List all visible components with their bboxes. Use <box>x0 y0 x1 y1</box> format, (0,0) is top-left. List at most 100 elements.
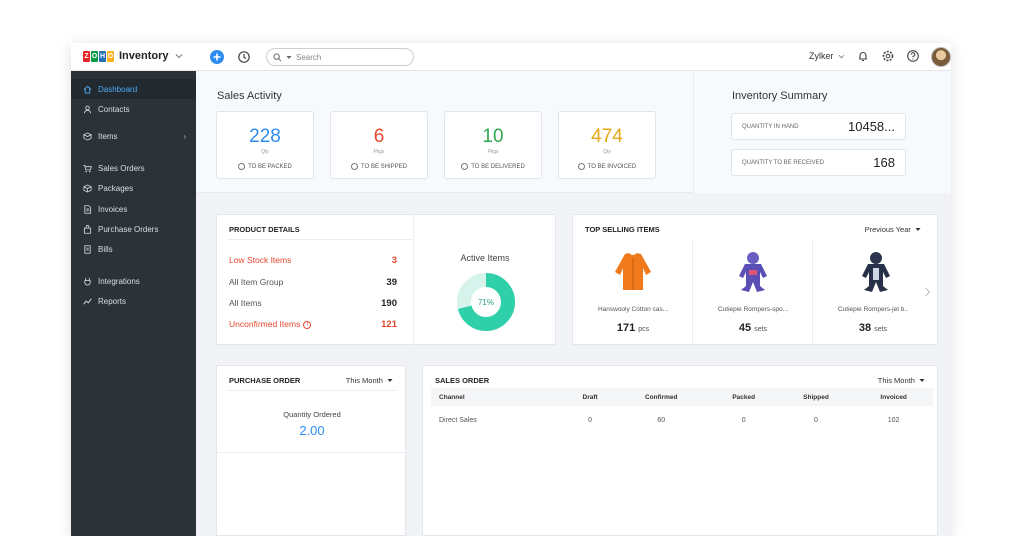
main-content: Sales Activity 228 Qty TO BE PACKED 6 Pk… <box>196 71 951 536</box>
column-header: Confirmed <box>612 388 710 406</box>
history-icon <box>238 51 250 63</box>
all-items-row[interactable]: All Items 190 <box>229 298 397 309</box>
divider <box>217 452 407 453</box>
inventory-summary-title: Inventory Summary <box>732 90 828 102</box>
sidebar-item-purchase-orders[interactable]: Purchase Orders <box>71 219 196 239</box>
sidebar-item-label: Sales Orders <box>98 163 145 173</box>
romper-icon <box>862 252 890 292</box>
sidebar-item-dashboard[interactable]: Dashboard <box>71 79 196 99</box>
activity-card-to-be-invoiced[interactable]: 474 Qty TO BE INVOICED <box>558 111 656 179</box>
column-header: Invoiced <box>854 388 933 406</box>
column-header: Shipped <box>777 388 855 406</box>
sidebar-item-integrations[interactable]: Integrations <box>71 271 196 291</box>
quantity-ordered-value: 2.00 <box>299 423 325 438</box>
period-label: This Month <box>345 376 383 385</box>
unconfirmed-items-row[interactable]: Unconfirmed Items! 121 <box>229 319 397 330</box>
activity-card-to-be-delivered[interactable]: 10 Pkgs TO BE DELIVERED <box>444 111 542 179</box>
top-item-card[interactable]: Hanswooly Cotton cas... 171 pcs <box>573 240 693 344</box>
summary-label: QUANTITY IN HAND <box>742 123 799 130</box>
box-icon <box>83 183 92 193</box>
table-row[interactable]: Direct Sales 0 60 0 0 102 <box>431 406 933 434</box>
donut-percent-label: 71% <box>478 298 494 307</box>
app-switcher[interactable]: Z O H O Inventory <box>83 50 183 62</box>
top-selling-items-panel: TOP SELLING ITEMS Previous Year Hanswool… <box>572 214 938 345</box>
home-icon <box>83 85 92 94</box>
column-header: Packed <box>709 388 778 406</box>
summary-value: 168 <box>873 155 895 170</box>
activity-value: 228 <box>249 126 281 147</box>
organization-name: Zylker <box>809 51 834 61</box>
recent-history-button[interactable] <box>237 50 251 64</box>
sidebar-item-bills[interactable]: Bills <box>71 239 196 259</box>
top-item-card[interactable]: Cutiepie Rompers-jet b.. 38 sets <box>813 240 939 344</box>
item-unit: pcs <box>638 326 650 333</box>
cart-icon <box>83 164 92 172</box>
row-label: All Item Group <box>229 277 284 287</box>
search-box[interactable] <box>266 48 414 66</box>
chevron-right-icon: › <box>183 131 186 141</box>
sidebar-item-label: Reports <box>98 296 127 306</box>
caret-down-icon <box>919 379 925 382</box>
help-button[interactable] <box>906 49 920 63</box>
item-name: Cutiepie Rompers-jet b.. <box>837 306 909 313</box>
activity-label: TO BE INVOICED <box>587 163 637 170</box>
product-details-panel: PRODUCT DETAILS Low Stock Items 3 All It… <box>216 214 556 346</box>
purchase-order-panel: PURCHASE ORDER This Month Quantity Order… <box>216 365 407 536</box>
table-cell: Direct Sales <box>439 416 477 424</box>
table-header-row: Channel Draft Confirmed Packed Shipped I… <box>431 388 933 406</box>
activity-card-to-be-packed[interactable]: 228 Qty TO BE PACKED <box>216 111 314 179</box>
avatar[interactable] <box>931 47 951 67</box>
sidebar-item-reports[interactable]: Reports <box>71 291 196 311</box>
inventory-summary-section: Inventory Summary QUANTITY IN HAND 10458… <box>693 71 951 193</box>
activity-label: TO BE SHIPPED <box>361 163 407 170</box>
period-dropdown[interactable]: This Month <box>346 376 393 385</box>
search-filter-caret-icon[interactable] <box>286 55 292 60</box>
person-icon <box>83 105 92 113</box>
period-label: Previous Year <box>864 225 911 234</box>
sidebar-item-contacts[interactable]: Contacts <box>71 99 196 119</box>
donut-arc <box>457 273 515 331</box>
chart-icon <box>83 298 92 304</box>
column-header: Channel <box>431 388 568 406</box>
period-dropdown[interactable]: This Month <box>878 376 925 385</box>
sidebar: Dashboard Contacts Items › Sales Orders … <box>71 71 196 536</box>
product-details-title: PRODUCT DETAILS <box>229 225 300 234</box>
app-window: Z O H O Inventory Zylker <box>71 43 951 536</box>
chevron-down-icon <box>175 54 182 59</box>
doc-icon <box>84 204 92 214</box>
low-stock-items-row[interactable]: Low Stock Items 3 <box>229 255 397 266</box>
sidebar-item-invoices[interactable]: Invoices <box>71 199 196 219</box>
sales-activity-title: Sales Activity <box>217 90 282 102</box>
organization-switcher[interactable]: Zylker <box>809 51 845 61</box>
activity-card-to-be-shipped[interactable]: 6 Pkgs TO BE SHIPPED <box>330 111 428 179</box>
active-items-donut-chart: 71% <box>457 273 515 331</box>
activity-value: 474 <box>591 126 623 147</box>
quick-create-button[interactable] <box>210 50 224 64</box>
sidebar-item-items[interactable]: Items › <box>71 126 196 146</box>
activity-unit: Qty <box>261 149 269 155</box>
top-bar: Z O H O Inventory Zylker <box>71 43 951 71</box>
sales-order-title: SALES ORDER <box>435 376 490 385</box>
divider <box>227 390 397 391</box>
gear-icon <box>882 50 894 62</box>
top-item-card[interactable]: Cutiepie Rompers-spo... 45 sets <box>693 240 813 344</box>
settings-button[interactable] <box>881 49 895 63</box>
summary-label: QUANTITY TO BE RECEIVED <box>742 159 825 166</box>
chevron-right-icon[interactable] <box>924 287 931 297</box>
activity-unit: Pkgs <box>373 149 385 155</box>
sidebar-item-packages[interactable]: Packages <box>71 178 196 198</box>
jacket-icon <box>615 253 651 290</box>
sidebar-item-sales-orders[interactable]: Sales Orders <box>71 158 196 178</box>
table-cell: 0 <box>588 416 593 424</box>
activity-value: 6 <box>373 126 385 147</box>
notifications-button[interactable] <box>856 49 870 63</box>
row-label: Unconfirmed Items <box>229 319 301 329</box>
item-name: Cutiepie Rompers-spo... <box>717 306 789 313</box>
period-dropdown[interactable]: Previous Year <box>865 225 921 234</box>
all-item-group-row[interactable]: All Item Group 39 <box>229 277 397 288</box>
divider <box>413 215 414 346</box>
row-value: 39 <box>386 277 397 288</box>
tag-icon <box>83 131 92 141</box>
search-input[interactable] <box>296 52 406 62</box>
activity-value: 10 <box>482 126 504 147</box>
